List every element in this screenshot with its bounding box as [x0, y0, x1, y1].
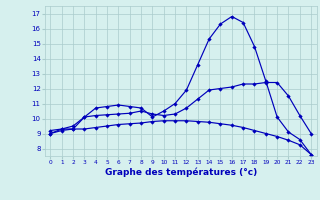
X-axis label: Graphe des températures (°c): Graphe des températures (°c): [105, 168, 257, 177]
